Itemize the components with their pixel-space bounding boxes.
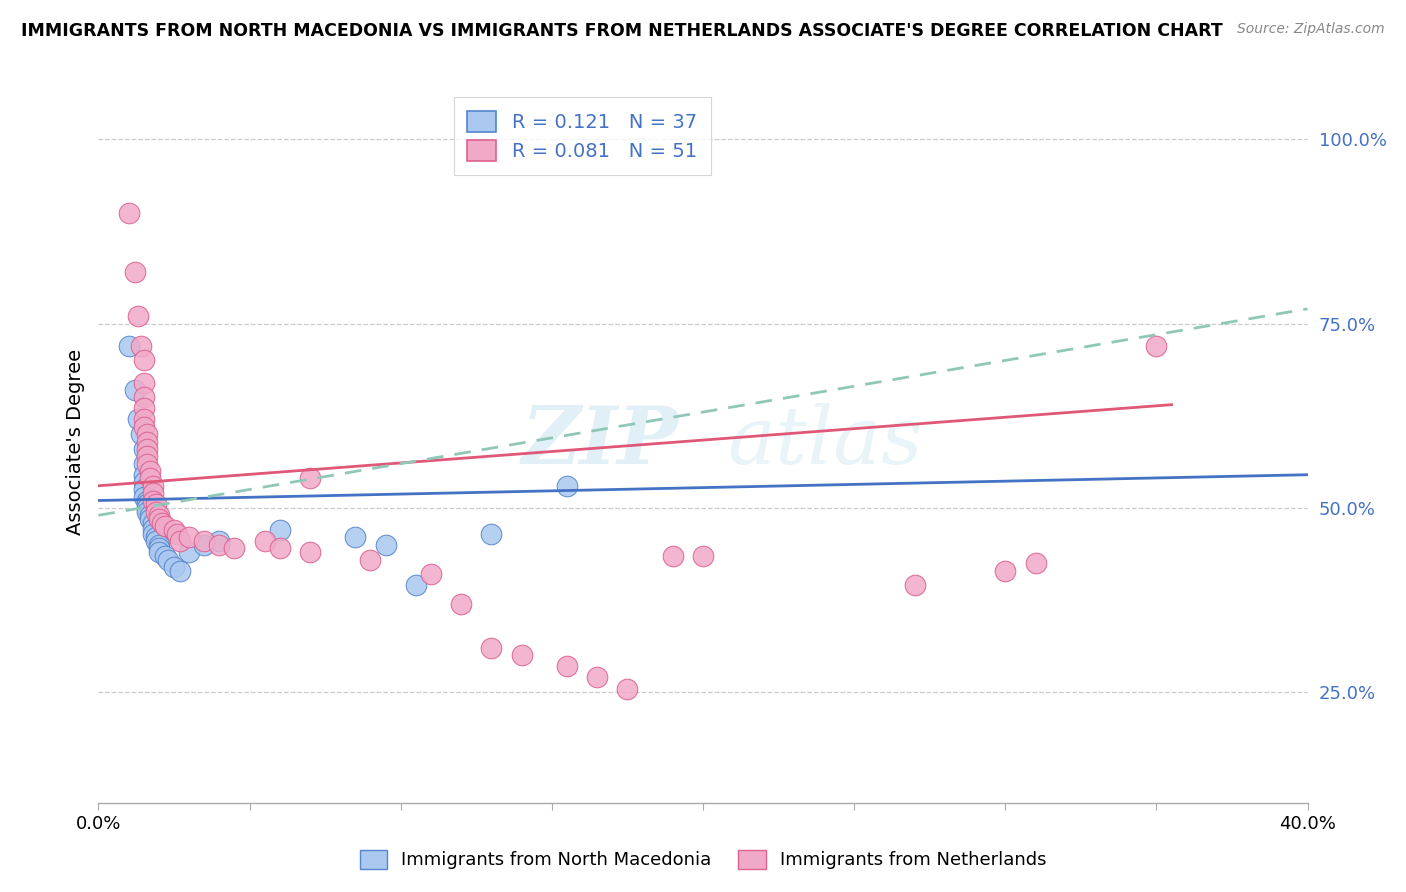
Point [129,339,152,353]
Point [555,479,578,493]
Point [481,640,503,655]
Point [692,549,714,563]
Point [344,530,367,544]
Point [150,516,173,530]
Point [124,383,146,397]
Point [193,534,215,549]
Point [135,450,157,464]
Point [994,564,1017,578]
Point [616,681,638,696]
Point [135,457,157,471]
Point [132,475,155,489]
Point [139,471,162,485]
Point [904,578,927,592]
Point [132,390,155,404]
Point [135,493,157,508]
Point [156,552,179,566]
Point [132,442,155,456]
Point [142,522,165,536]
Point [148,508,170,523]
Point [135,427,157,442]
Point [148,512,170,526]
Point [450,597,472,611]
Point [132,483,155,497]
Point [360,552,382,566]
Point [135,500,157,515]
Text: atlas: atlas [727,403,922,480]
Point [481,526,503,541]
Point [127,309,149,323]
Point [132,353,155,368]
Legend: R = 0.121   N = 37, R = 0.081   N = 51: R = 0.121 N = 37, R = 0.081 N = 51 [454,97,710,175]
Point [132,457,155,471]
Point [269,541,291,556]
Point [148,541,170,556]
Point [555,659,578,673]
Point [169,564,191,578]
Point [132,490,155,504]
Point [142,479,165,493]
Point [142,486,165,500]
Point [299,545,322,559]
Point [166,526,188,541]
Point [135,442,157,456]
Point [118,206,141,220]
Point [510,648,533,663]
Point [208,538,231,552]
Point [132,467,155,482]
Point [145,505,167,519]
Point [224,541,246,556]
Point [127,412,149,426]
Text: ZIP: ZIP [522,403,679,480]
Point [132,376,155,390]
Point [139,512,162,526]
Point [139,508,162,523]
Point [1024,556,1046,570]
Point [139,464,162,478]
Point [132,412,155,426]
Point [163,560,186,574]
Point [208,534,231,549]
Point [299,471,322,485]
Point [179,545,201,559]
Point [148,545,170,559]
Point [1144,339,1167,353]
Point [269,523,291,537]
Point [132,401,155,416]
Point [145,497,167,511]
Point [129,427,152,442]
Point [135,434,157,449]
Point [179,530,201,544]
Point [661,549,683,563]
Point [142,493,165,508]
Text: IMMIGRANTS FROM NORTH MACEDONIA VS IMMIGRANTS FROM NETHERLANDS ASSOCIATE'S DEGRE: IMMIGRANTS FROM NORTH MACEDONIA VS IMMIG… [21,22,1223,40]
Point [193,538,215,552]
Point [163,523,186,537]
Point [118,339,141,353]
Point [142,516,165,530]
Text: Source: ZipAtlas.com: Source: ZipAtlas.com [1237,22,1385,37]
Point [135,505,157,519]
Point [135,497,157,511]
Point [124,265,146,279]
Point [153,549,176,563]
Point [253,534,276,549]
Point [169,534,191,549]
Point [374,538,396,552]
Point [132,419,155,434]
Point [153,519,176,533]
Point [142,526,165,541]
Legend: Immigrants from North Macedonia, Immigrants from Netherlands: Immigrants from North Macedonia, Immigra… [350,841,1056,879]
Y-axis label: Associate's Degree: Associate's Degree [66,349,84,534]
Point [145,534,167,549]
Point [405,578,427,592]
Point [420,567,443,582]
Point [145,530,167,544]
Point [586,670,609,684]
Point [148,538,170,552]
